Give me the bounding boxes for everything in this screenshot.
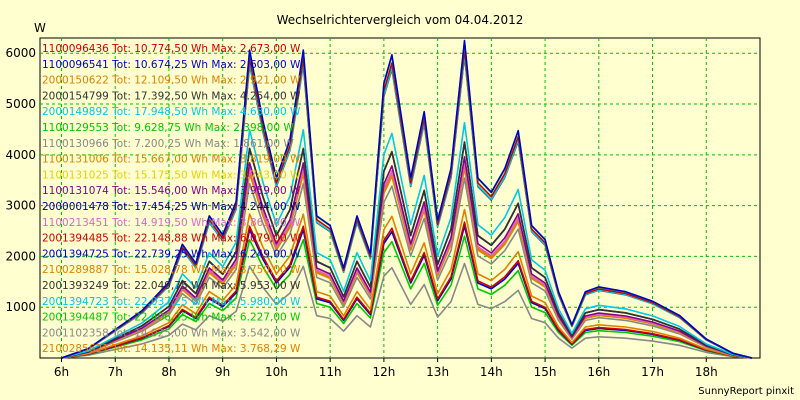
x-tick-label: 9h	[215, 365, 230, 379]
x-tick-label: 16h	[587, 365, 610, 379]
y-tick-label: 4000	[5, 148, 36, 162]
legend-entry: 2001394723 Tot: 22.037,25 Wh Max: 5.980,…	[42, 296, 301, 308]
legend-entry: 1100213451 Tot: 14.919,50 Wh Max: 3.863,…	[42, 217, 301, 229]
y-tick-label: 3000	[5, 199, 36, 213]
legend-entry: 2000001478 Tot: 17.454,25 Wh Max: 4.244,…	[42, 201, 301, 213]
legend-entry: 2100285621 Tot: 14.135,11 Wh Max: 3.768,…	[42, 343, 301, 355]
series-line	[61, 141, 753, 359]
series-line	[61, 177, 753, 359]
legend-entry: 2001394485 Tot: 22.148,88 Wh Max: 6.079,…	[42, 233, 301, 245]
y-tick-label: 6000	[5, 46, 36, 60]
series-line	[61, 156, 753, 359]
legend-entry: 1100131006 Tot: 15.667,00 Wh Max: 3.819,…	[42, 154, 301, 166]
legend-entry: 1100096436 Tot: 10.774,50 Wh Max: 2.673,…	[42, 43, 301, 55]
series-layer	[61, 39, 753, 359]
legend-entry: 1100096541 Tot: 10.674,25 Wh Max: 2.603,…	[42, 59, 301, 71]
legend-entry: 2001394487 Tot: 22.406,25 Wh Max: 6.227,…	[42, 312, 301, 324]
y-tick-label: 2000	[5, 249, 36, 263]
series-line	[61, 235, 752, 359]
y-tick-label: 1000	[5, 300, 36, 314]
y-axis-label: W	[34, 21, 46, 35]
x-tick-label: 13h	[426, 365, 449, 379]
legend-entry: 2001102358 Tot: 14.025,00 Wh Max: 3.542,…	[42, 327, 301, 339]
y-tick-label: 5000	[5, 97, 36, 111]
series-line	[61, 221, 752, 359]
series-line	[61, 39, 753, 359]
legend-entry: 2100289887 Tot: 15.028,78 Wh Max: 3.750,…	[42, 264, 301, 276]
chart-title: Wechselrichtervergleich vom 04.04.2012	[277, 13, 524, 27]
axes: 1000 2000 3000 4000 5000 6000 6h 7h 8h 9h 10h 11h 12…	[5, 46, 717, 379]
x-tick-label: 7h	[108, 365, 123, 379]
footer-credit: SunnyReport pinxit	[698, 386, 794, 397]
legend-entry: 1100129553 Tot: 9.628,75 Wh Max: 2.398,0…	[42, 122, 294, 134]
x-tick-label: 18h	[695, 365, 718, 379]
x-tick-label: 6h	[54, 365, 69, 379]
legend-entry: 1100131074 Tot: 15.546,00 Wh Max: 3.959,…	[42, 185, 301, 197]
x-tick-label: 10h	[265, 365, 288, 379]
x-tick-label: 17h	[641, 365, 664, 379]
x-tick-label: 12h	[372, 365, 395, 379]
legend-entry: 1100131025 Tot: 15.175,50 Wh Max: 3.743,…	[42, 169, 301, 181]
x-tick-label: 11h	[319, 365, 342, 379]
series-line	[61, 262, 752, 359]
legend-entry: 2000150622 Tot: 12.109,50 Wh Max: 2.921,…	[42, 75, 301, 87]
legend-entry: 2001394725 Tot: 22.739,25 Wh Max: 6.249,…	[42, 248, 301, 260]
legend-entry: 2000154799 Tot: 17.392,50 Wh Max: 4.254,…	[42, 90, 301, 102]
series-line	[61, 122, 753, 359]
legend-entry: 1100130966 Tot: 7.200,25 Wh Max: 1.861,0…	[42, 138, 294, 150]
x-tick-label: 14h	[480, 365, 503, 379]
legend-entry: 2001393249 Tot: 22.049,75 Wh Max: 5.953,…	[42, 280, 301, 292]
legend: 1100096436 Tot: 10.774,50 Wh Max: 2.673,…	[42, 43, 301, 355]
legend-entry: 2000149892 Tot: 17.948,50 Wh Max: 4.630,…	[42, 106, 301, 118]
x-tick-label: 15h	[534, 365, 557, 379]
x-tick-label: 8h	[161, 365, 176, 379]
series-line	[61, 208, 752, 359]
